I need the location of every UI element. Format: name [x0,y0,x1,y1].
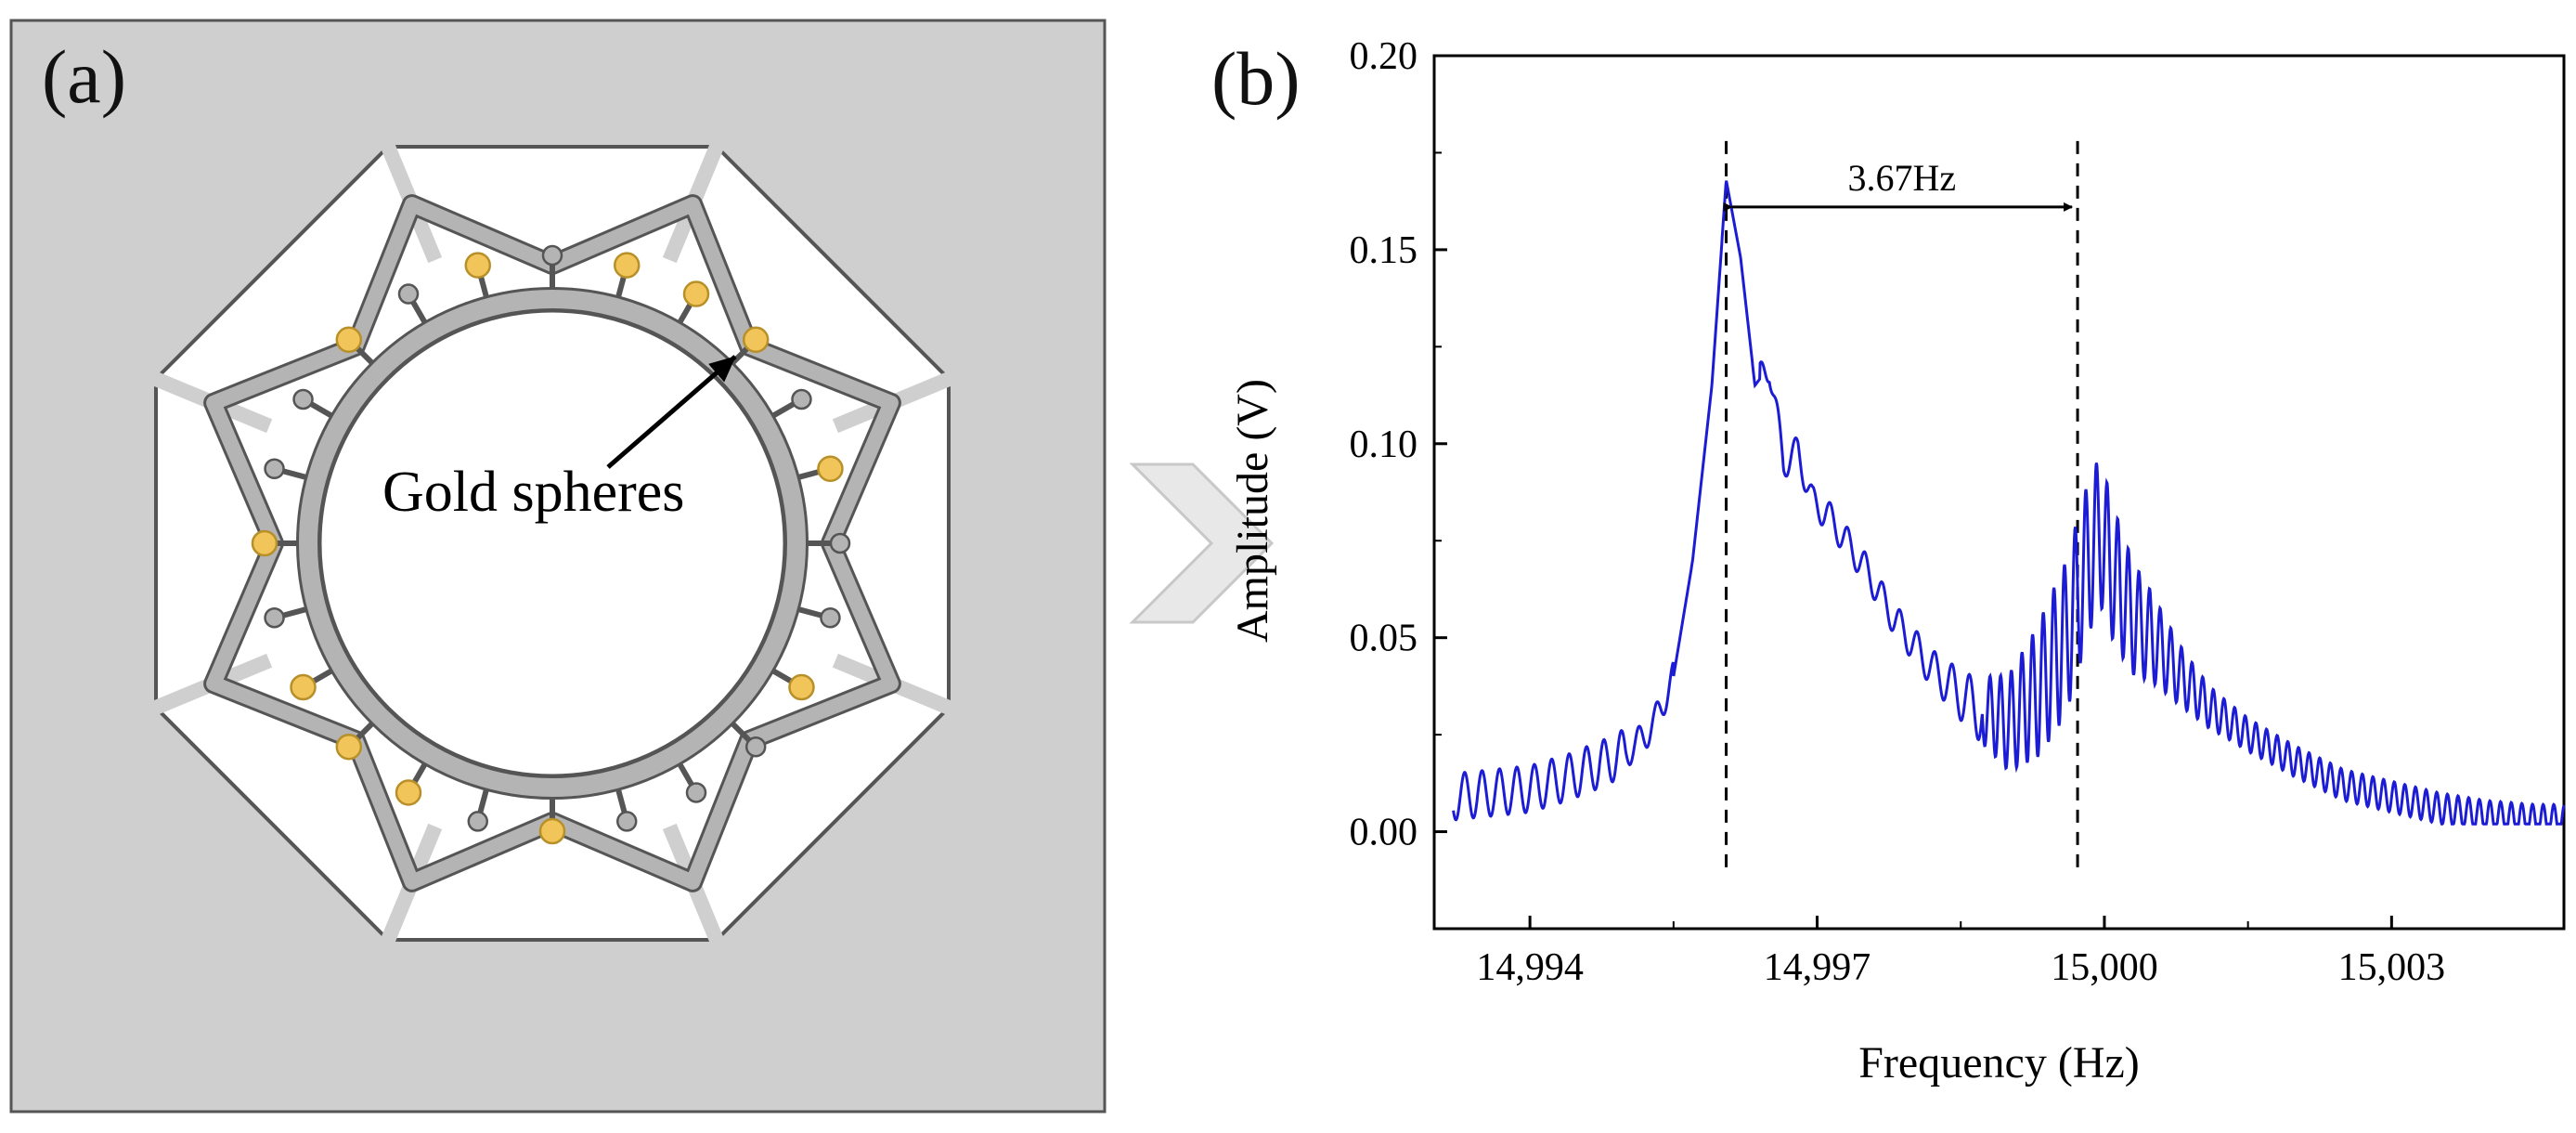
attachment-tab [467,811,489,832]
gold-sphere [817,455,844,483]
resonator-ring [299,290,806,797]
transition-arrow [1129,462,1275,624]
y-tick-label: 0.05 [1350,618,1418,660]
panel-a: (a) Gold spheres [9,19,1107,1113]
x-tick-label: 14,997 [1764,946,1871,989]
attachment-tab [615,811,638,832]
attachment-tab [292,388,314,410]
attachment-tab [685,782,707,803]
x-axis: 14,994 14,997 15,000 15,003 [1476,916,2445,989]
gold-sphere [335,733,363,761]
gold-spheres-pointer [606,355,737,469]
gold-spheres-annotation: Gold spheres [382,461,684,524]
attachment-tab [264,458,285,480]
panel-a-label: (a) [42,34,126,119]
attachment-tab [820,606,841,629]
series-line-amplitude [1452,180,2566,826]
gold-sphere [464,252,492,279]
peak-markers [1725,140,2079,871]
panel-b-label: (b) [1211,36,1301,121]
y-axis: 0.00 0.05 0.10 0.15 0.20 [1350,35,1447,854]
gold-sphere [742,326,770,354]
attachment-tab [397,283,420,305]
attachment-tab [791,388,812,410]
gold-sphere [335,326,363,354]
x-axis-label: Frequency (Hz) [1858,1038,2140,1087]
attachment-tab [829,532,851,554]
spheres-group [251,244,851,845]
attachment-tab [264,606,285,629]
y-axis-label: Amplitude (V) [1228,379,1277,643]
gold-sphere [290,673,317,701]
y-tick-label: 0.20 [1350,35,1418,78]
plot-frame [1432,54,2566,931]
frequency-split-label: 3.67Hz [1847,157,1956,199]
amplitude-chart: 0.000.050.100.150.20 14,994 14,997 15,000 1… [1228,35,2566,1087]
gold-sphere [788,673,815,701]
y-tick-label: 0.00 [1350,812,1418,854]
ring-inner-area [318,309,786,777]
gold-sphere [251,529,278,557]
gold-sphere [613,252,641,279]
y-tick-label: 0.10 [1350,423,1418,466]
gold-sphere [682,280,710,307]
gold-sphere [538,817,566,845]
gold-sphere [395,779,422,806]
y-tick-label: 0.15 [1350,229,1418,272]
x-tick-label: 15,003 [2338,946,2446,989]
panel-b: (b) 0.00 0.05 0.10 0.15 0.20 14,994 14,997 15,… [1211,35,2566,1087]
attachment-tab [744,736,767,758]
attachment-tab [541,244,563,267]
x-tick-label: 15,000 [2051,946,2158,989]
x-tick-label: 14,994 [1476,946,1584,989]
